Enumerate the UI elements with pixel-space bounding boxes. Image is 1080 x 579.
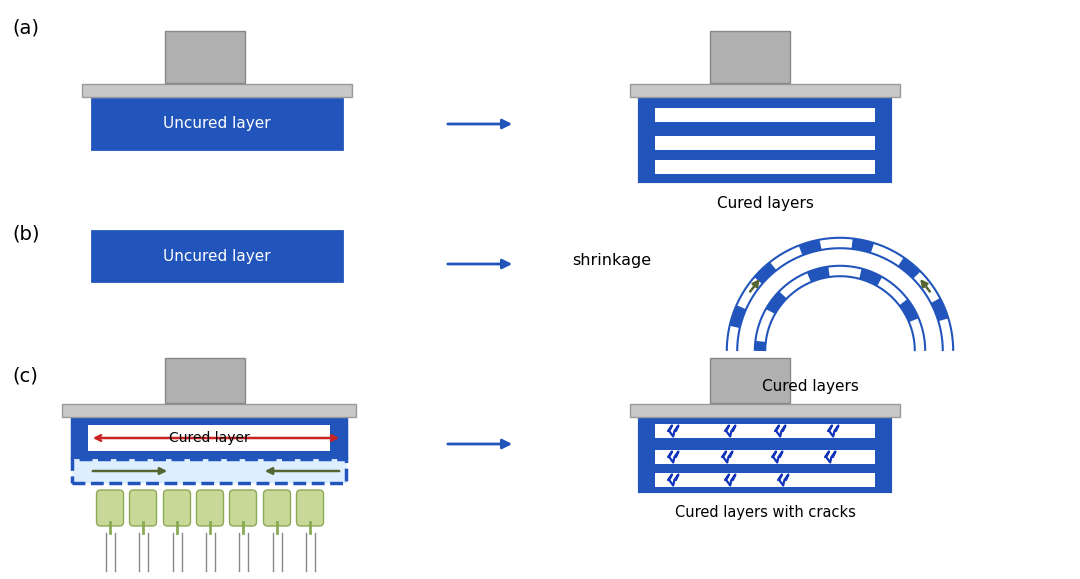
- FancyBboxPatch shape: [710, 358, 789, 403]
- Text: Cured layers: Cured layers: [761, 379, 859, 394]
- Text: Cured layers with cracks: Cured layers with cracks: [675, 505, 855, 520]
- FancyBboxPatch shape: [654, 160, 875, 174]
- FancyBboxPatch shape: [654, 108, 875, 122]
- FancyBboxPatch shape: [654, 473, 875, 487]
- FancyBboxPatch shape: [654, 424, 875, 438]
- FancyBboxPatch shape: [87, 425, 330, 451]
- Text: Uncured layer: Uncured layer: [163, 116, 271, 131]
- Text: (c): (c): [12, 367, 38, 386]
- FancyBboxPatch shape: [163, 490, 190, 526]
- FancyBboxPatch shape: [264, 490, 291, 526]
- FancyBboxPatch shape: [72, 419, 346, 457]
- FancyBboxPatch shape: [72, 459, 346, 483]
- FancyBboxPatch shape: [640, 419, 890, 491]
- Text: (a): (a): [12, 19, 39, 38]
- FancyBboxPatch shape: [197, 490, 224, 526]
- FancyBboxPatch shape: [297, 490, 324, 526]
- Text: Cured layer: Cured layer: [168, 431, 249, 445]
- FancyBboxPatch shape: [96, 490, 123, 526]
- FancyBboxPatch shape: [92, 99, 342, 149]
- FancyBboxPatch shape: [710, 31, 789, 83]
- FancyBboxPatch shape: [640, 99, 890, 181]
- FancyBboxPatch shape: [62, 404, 356, 417]
- Text: shrinkage: shrinkage: [572, 254, 651, 269]
- Text: Uncured layer: Uncured layer: [163, 248, 271, 263]
- FancyBboxPatch shape: [92, 231, 342, 281]
- FancyBboxPatch shape: [229, 490, 257, 526]
- Text: (b): (b): [12, 224, 40, 243]
- FancyBboxPatch shape: [630, 84, 900, 97]
- FancyBboxPatch shape: [654, 136, 875, 150]
- FancyBboxPatch shape: [130, 490, 157, 526]
- FancyBboxPatch shape: [82, 84, 352, 97]
- Text: Cured layers: Cured layers: [716, 196, 813, 211]
- FancyBboxPatch shape: [165, 31, 245, 83]
- FancyBboxPatch shape: [630, 404, 900, 417]
- FancyBboxPatch shape: [654, 450, 875, 464]
- FancyBboxPatch shape: [165, 358, 245, 403]
